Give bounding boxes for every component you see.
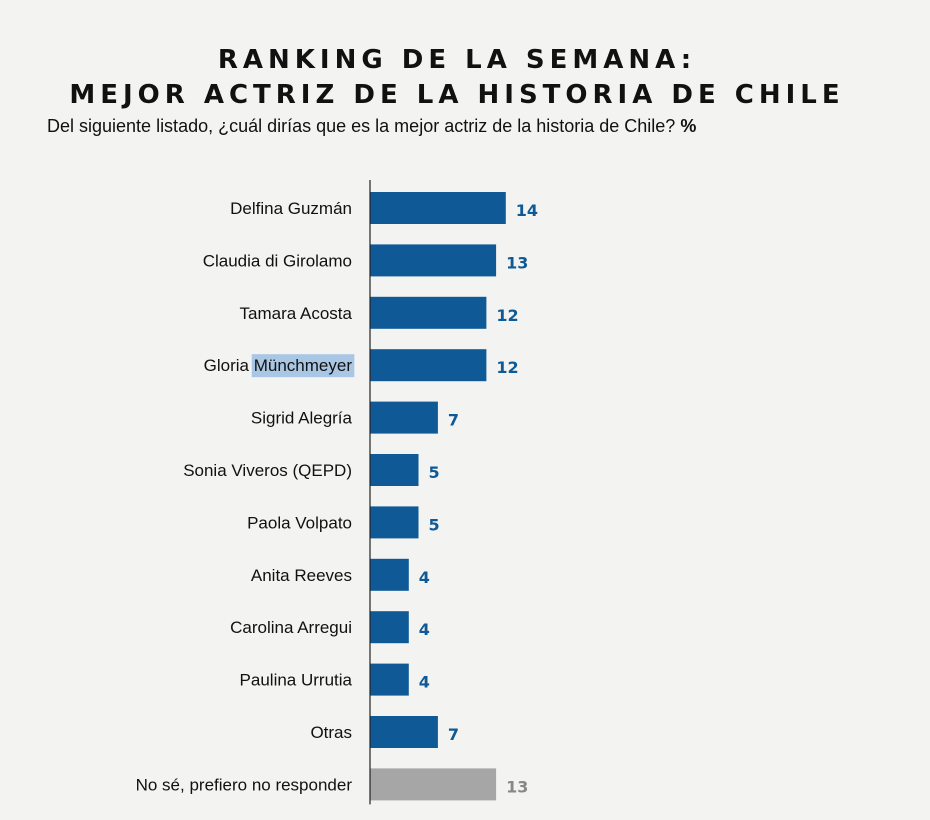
chart-title-line-2: MEJOR ACTRIZ DE LA HISTORIA DE CHILE (69, 80, 845, 110)
text-selection-highlight (251, 354, 355, 378)
category-label: Delfina Guzmán (230, 199, 352, 218)
category-label: Tamara Acosta (240, 304, 353, 323)
category-label: Gloria Münchmeyer (204, 356, 353, 375)
category-label: Anita Reeves (251, 566, 352, 585)
chart-title-line-1: RANKING DE LA SEMANA: (217, 45, 697, 75)
bar (370, 716, 438, 748)
subtitle-unit: % (680, 116, 697, 136)
data-label: 13 (506, 253, 528, 272)
subtitle-question: Del siguiente listado, ¿cuál dirías que … (47, 116, 676, 136)
bar (370, 768, 497, 801)
bar (370, 506, 419, 539)
data-label: 12 (496, 306, 518, 325)
category-label: Otras (310, 723, 352, 742)
data-label: 13 (506, 777, 528, 796)
bar (370, 192, 506, 224)
data-label: 4 (419, 673, 430, 692)
bar (370, 244, 497, 277)
category-label: Claudia di Girolamo (203, 251, 352, 270)
category-label: Paulina Urrutia (240, 671, 353, 690)
data-label: 14 (516, 201, 538, 220)
data-label: 5 (429, 515, 440, 534)
data-label: 12 (496, 358, 518, 377)
category-label: Paola Volpato (247, 513, 352, 532)
data-label: 4 (419, 620, 430, 639)
chart-subtitle: Del siguiente listado, ¿cuál dirías que … (47, 116, 907, 137)
bar (370, 401, 438, 434)
category-label: Sigrid Alegría (251, 409, 353, 428)
data-label: 4 (419, 568, 430, 587)
data-label: 7 (448, 411, 459, 430)
bar (370, 611, 409, 644)
category-label: No sé, prefiero no responder (136, 775, 353, 794)
bar (370, 558, 409, 591)
data-label: 7 (448, 725, 459, 744)
data-label: 5 (429, 463, 440, 482)
category-label: Carolina Arregui (230, 618, 352, 637)
highlighted-text: Münchmeyer (254, 356, 353, 375)
category-label: Sonia Viveros (QEPD) (183, 461, 352, 480)
bar (370, 349, 487, 382)
bar (370, 296, 487, 329)
bar (370, 663, 409, 696)
bar (370, 454, 419, 486)
